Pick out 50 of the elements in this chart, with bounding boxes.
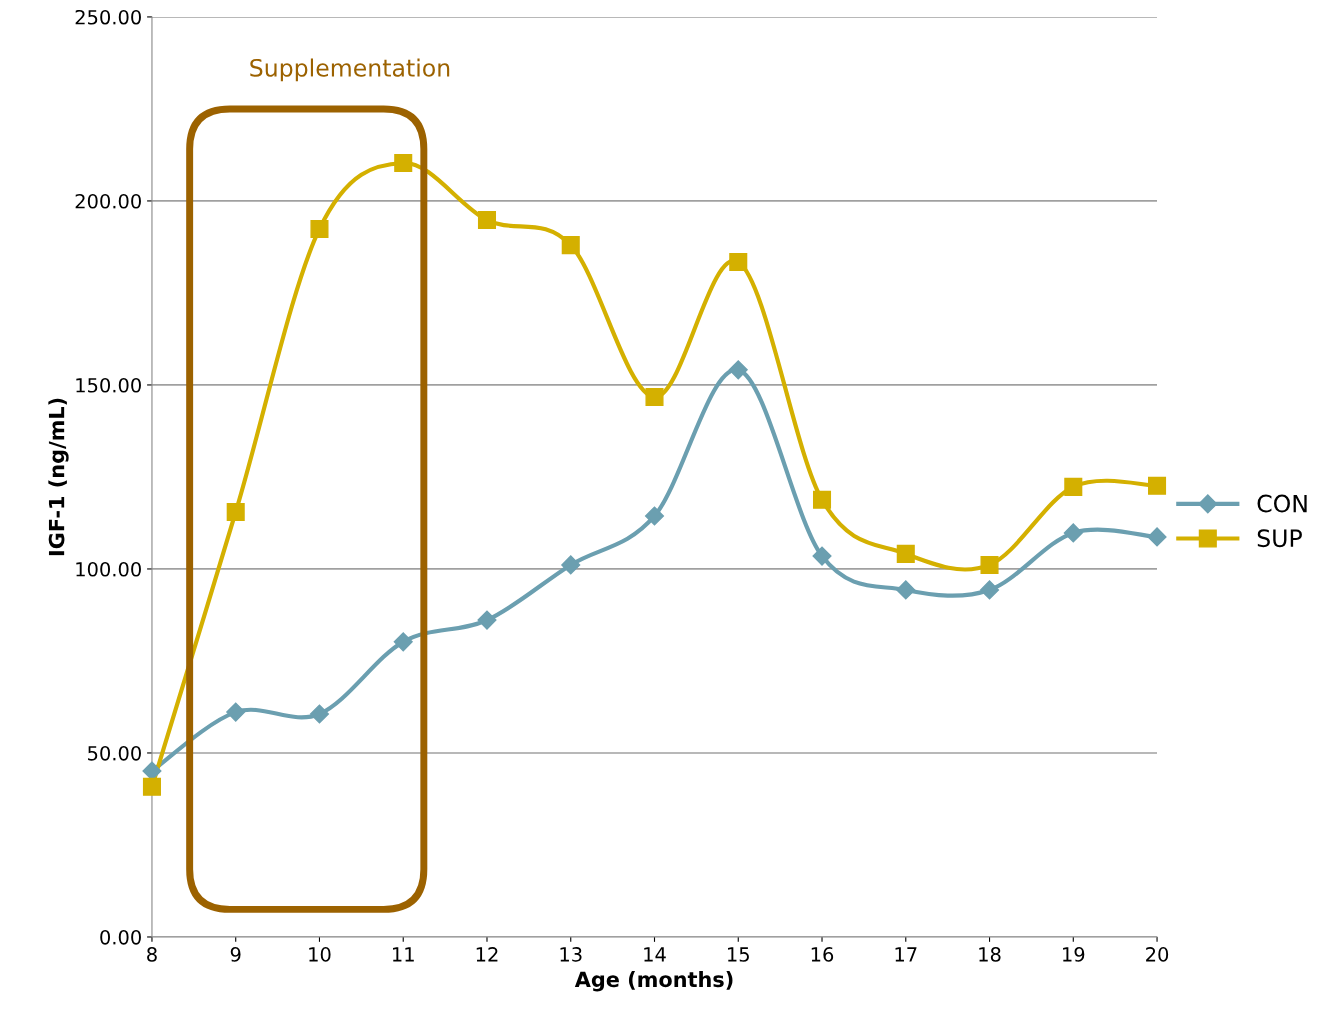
point <box>980 555 999 574</box>
y-tick-label: 250.00 <box>75 9 141 25</box>
y-tick-label: 100.00 <box>76 561 141 577</box>
point <box>1147 527 1167 547</box>
point <box>644 506 665 526</box>
x-tick-label: 15 <box>728 947 749 962</box>
point <box>728 360 748 380</box>
point <box>310 219 329 238</box>
y-tick-label: 0.00 <box>100 929 141 945</box>
x-tick-label: 17 <box>895 947 917 962</box>
point <box>394 154 413 173</box>
x-tick-label: 16 <box>811 947 834 962</box>
point <box>226 502 245 521</box>
point <box>896 580 916 600</box>
point <box>561 236 580 255</box>
legend-label: SUP <box>1257 529 1302 548</box>
point <box>477 211 497 230</box>
point <box>1063 523 1083 543</box>
point <box>142 761 162 781</box>
x-tick-label: 19 <box>1063 947 1085 962</box>
x-tick-label: 11 <box>393 947 414 962</box>
point <box>645 388 664 407</box>
point <box>1148 476 1167 495</box>
legend-label: CON <box>1257 494 1307 513</box>
y-axis-title: IGF-1 (ng/mL) <box>48 398 69 556</box>
point <box>477 610 497 630</box>
point <box>142 777 161 796</box>
point <box>812 546 832 566</box>
x-tick-label: 18 <box>979 947 1001 962</box>
point <box>226 702 246 722</box>
point <box>393 632 413 652</box>
x-axis-title: Age (months) <box>574 971 733 992</box>
x-tick-label: 12 <box>476 947 498 962</box>
point <box>979 580 1000 600</box>
x-tick-label: 13 <box>560 947 582 962</box>
y-tick-label: 50.00 <box>88 745 141 761</box>
y-tick-label: 200.00 <box>75 193 141 209</box>
x-tick-label: 8 <box>147 947 157 962</box>
x-tick-label: 9 <box>230 947 241 962</box>
y-tick-label: 150.00 <box>76 377 141 393</box>
point <box>729 253 748 272</box>
point <box>309 704 330 724</box>
x-tick-label: 20 <box>1146 947 1169 962</box>
x-tick-label: 10 <box>309 947 331 962</box>
point <box>1064 477 1083 496</box>
annotation: Supplementation <box>250 58 450 82</box>
point <box>896 544 915 563</box>
x-tick-label: 14 <box>644 947 666 962</box>
point <box>812 490 832 509</box>
point <box>561 555 581 575</box>
